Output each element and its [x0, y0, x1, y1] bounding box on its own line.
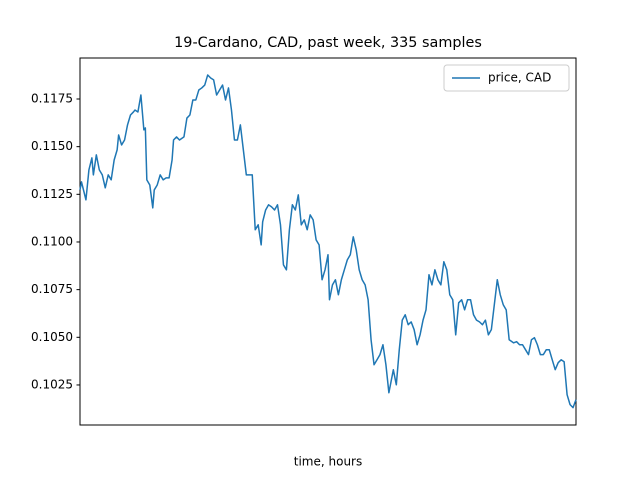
- y-tick-label: 0.1050: [31, 330, 73, 344]
- y-tick-label: 0.1150: [31, 139, 73, 153]
- y-tick-label: 0.1025: [31, 377, 73, 391]
- price-line: [79, 74, 577, 409]
- legend-label: price, CAD: [488, 71, 551, 85]
- chart-title: 19-Cardano, CAD, past week, 335 samples: [174, 35, 482, 51]
- y-tick-label: 0.1175: [31, 91, 73, 105]
- y-tick-label: 0.1125: [31, 187, 73, 201]
- y-tick-label: 0.1100: [31, 234, 73, 248]
- x-axis-label: time, hours: [294, 455, 362, 469]
- legend-box: [443, 64, 570, 92]
- y-tick-label: 0.1075: [31, 282, 73, 296]
